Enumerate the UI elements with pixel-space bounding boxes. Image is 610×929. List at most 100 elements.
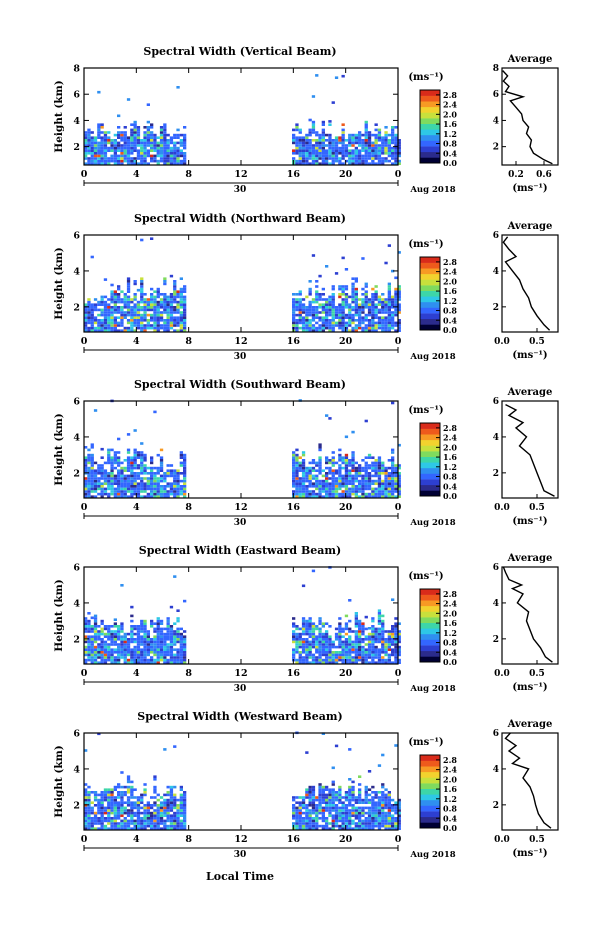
heatmap-cell: [318, 811, 322, 815]
heatmap-cell: [90, 459, 94, 462]
heatmap-cell: [301, 157, 306, 160]
heatmap-cell: [328, 635, 332, 638]
heatmap-cell: [120, 139, 124, 142]
heatmap-cell: [84, 783, 88, 786]
heatmap-cell: [391, 303, 395, 306]
heatmap-cell: [305, 661, 309, 664]
heatmap-cell: [305, 139, 309, 142]
heatmap-cell: [150, 157, 154, 160]
heatmap-cell: [331, 146, 335, 150]
heatmap-cell: [325, 490, 329, 493]
heatmap-cell: [301, 806, 306, 810]
heatmap-cell: [308, 819, 312, 823]
heatmap-cell: [163, 321, 167, 325]
heatmap-cell: [120, 640, 124, 644]
heatmap-cell: [120, 321, 124, 325]
heatmap-cell: [156, 469, 160, 472]
heatmap-cell: [130, 149, 134, 152]
heatmap-cell: [93, 793, 98, 797]
heatmap-cell: [113, 492, 117, 496]
heatmap-cell: [354, 300, 358, 304]
heatmap-cell: [384, 474, 388, 478]
heatmap-cell: [159, 159, 164, 163]
heatmap-cell: [84, 144, 88, 147]
heatmap-cell: [140, 451, 144, 454]
heatmap-cell: [331, 303, 335, 306]
heatmap-cell: [169, 487, 174, 491]
heatmap-cell: [334, 804, 339, 807]
heatmap-cell: [387, 133, 391, 137]
heatmap-cell: [146, 126, 150, 129]
heatmap-cell: [90, 495, 94, 498]
heatmap-cell: [328, 319, 332, 322]
heatmap-cell: [126, 469, 131, 472]
heatmap-cell: [117, 785, 121, 789]
date-label: Aug 2018: [409, 850, 455, 860]
heatmap-cell: [341, 128, 345, 132]
heatmap-cell: [140, 819, 144, 823]
heatmap-cell: [84, 146, 88, 150]
heatmap-cell: [377, 627, 382, 631]
heatmap-cell: [341, 162, 345, 165]
y-axis-label: Height (km): [53, 247, 65, 319]
heatmap-cell: [344, 144, 349, 147]
heatmap-cell: [377, 490, 382, 493]
heatmap-cell: [344, 495, 349, 498]
heatmap-cell: [391, 625, 395, 628]
heatmap-cell: [374, 128, 378, 132]
heatmap-cell: [143, 495, 147, 498]
heatmap-cell: [361, 811, 365, 815]
heatmap-cell: [107, 796, 111, 799]
heatmap-cell: [110, 321, 114, 325]
heatmap-cell: [348, 827, 352, 830]
heatmap-cell: [381, 814, 385, 817]
heatmap-cell: [93, 144, 98, 147]
heatmap-cell: [374, 487, 378, 491]
heatmap-cell: [361, 482, 365, 485]
heatmap-cell: [136, 303, 141, 306]
heatmap-cell: [90, 801, 94, 804]
heatmap-cell: [179, 822, 183, 825]
heatmap-cell: [179, 133, 183, 137]
heatmap-cell: [311, 806, 316, 810]
heatmap-cell: [113, 622, 117, 625]
heatmap-cell: [387, 146, 391, 150]
heatmap-cell: [311, 809, 316, 812]
heatmap-cell: [90, 645, 94, 649]
heatmap-cell: [298, 479, 302, 483]
heatmap-cell: [166, 785, 170, 789]
heatmap-cell: [166, 319, 170, 322]
heatmap-cell: [159, 157, 164, 160]
heatmap-cell: [338, 819, 342, 823]
heatmap-cell: [107, 817, 111, 820]
heatmap-cell: [143, 319, 147, 322]
heatmap-cell: [331, 809, 335, 812]
heatmap-cell: [321, 791, 325, 794]
heatmap-cell: [377, 798, 382, 802]
heatmap-cell: [100, 303, 104, 306]
colorbar-swatch: [420, 290, 440, 297]
x-tick-label: 20: [339, 834, 353, 845]
heatmap-cell: [311, 811, 316, 815]
heatmap-cell: [169, 804, 174, 807]
heatmap-cell: [117, 656, 121, 659]
heatmap-cell: [292, 640, 296, 644]
heatmap-cell: [84, 822, 88, 825]
heatmap-cell: [371, 632, 375, 636]
heatmap-cell: [305, 796, 309, 799]
heatmap-cell: [130, 324, 134, 327]
heatmap-cell: [84, 482, 88, 485]
heatmap-cell: [311, 146, 316, 150]
heatmap-cell: [84, 308, 88, 312]
heatmap-cell: [163, 162, 167, 165]
heatmap-cell: [325, 144, 329, 147]
heatmap-cell: [126, 146, 131, 150]
heatmap-cell: [321, 638, 325, 641]
heatmap-cell: [97, 648, 101, 651]
heatmap-cell: [120, 822, 124, 825]
heatmap-cell: [328, 658, 332, 662]
heatmap-cell: [120, 311, 124, 314]
heatmap-cell: [295, 485, 299, 488]
heatmap-cell: [87, 793, 91, 797]
heatmap-cell: [391, 477, 395, 480]
